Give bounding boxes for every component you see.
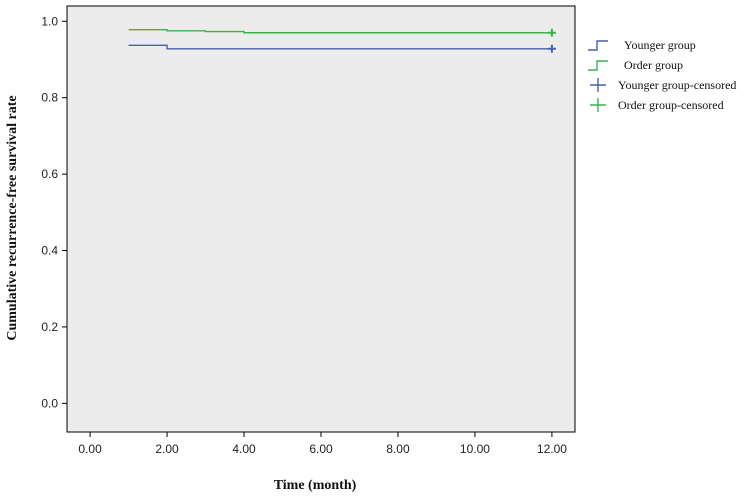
y-axis: 0.0 0.2 0.4 0.6 0.8 1.0 xyxy=(41,14,67,410)
legend-label: Younger group xyxy=(624,38,696,52)
y-tick-label: 0.0 xyxy=(41,396,58,410)
plot-area xyxy=(66,5,576,433)
legend-label: Order group xyxy=(624,58,683,72)
censor-mark xyxy=(547,44,556,53)
x-tick-label: 12.00 xyxy=(537,442,567,456)
x-tick-label: 4.00 xyxy=(232,442,256,456)
y-tick-label: 0.2 xyxy=(41,320,58,334)
legend-step-swatch xyxy=(588,40,608,51)
series-layer xyxy=(128,28,556,53)
legend: Younger group Order group Younger group-ce… xyxy=(588,38,736,112)
y-tick-label: 1.0 xyxy=(41,14,58,28)
x-axis-title: Time (month) xyxy=(274,478,357,493)
y-axis-title: Cumulative recurrence-free survival rate xyxy=(5,95,20,340)
y-tick-label: 0.6 xyxy=(41,167,58,181)
x-tick-label: 2.00 xyxy=(155,442,179,456)
y-tick-label: 0.4 xyxy=(41,244,58,258)
series-line-0 xyxy=(128,44,552,50)
x-tick-label: 10.00 xyxy=(460,442,490,456)
x-tick-label: 6.00 xyxy=(309,442,333,456)
legend-plus-swatch xyxy=(590,78,606,92)
censor-mark xyxy=(547,28,556,37)
x-tick-label: 0.00 xyxy=(78,442,102,456)
legend-plus-swatch xyxy=(590,98,606,112)
legend-label: Younger group-censored xyxy=(618,78,736,92)
x-tick-label: 8.00 xyxy=(386,442,410,456)
series-line-1 xyxy=(128,28,552,34)
legend-label: Order group-censored xyxy=(618,98,724,112)
y-tick-label: 0.8 xyxy=(41,91,58,105)
legend-step-swatch xyxy=(588,60,608,71)
x-axis: 0.00 2.00 4.00 6.00 8.00 10.00 12.00 xyxy=(78,432,567,456)
